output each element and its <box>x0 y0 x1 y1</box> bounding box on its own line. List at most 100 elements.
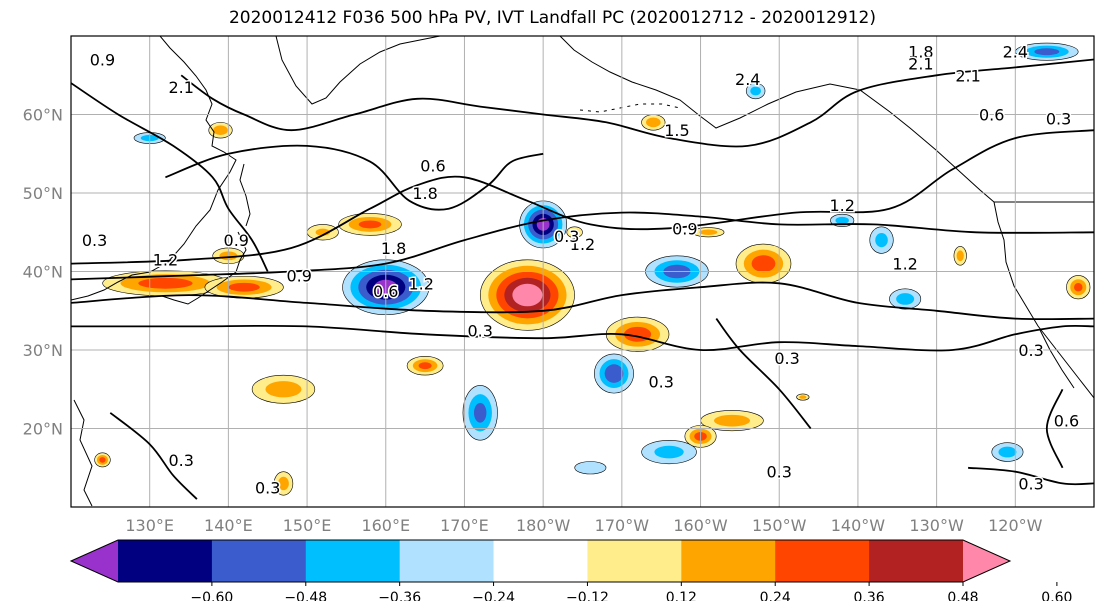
pv-contour-label: 2.1 <box>955 66 980 85</box>
pv-contour-line <box>968 466 1094 486</box>
longitude-tick-label: 130°E <box>125 516 174 535</box>
latitude-tick-label: 30°N <box>23 341 63 360</box>
pv-contour-line <box>715 318 812 430</box>
longitude-tick-label: 150°E <box>283 516 332 535</box>
ivt-anomaly-level <box>956 250 964 262</box>
pv-contour-label: 0.3 <box>1018 474 1043 493</box>
colorbar-bin <box>681 540 776 582</box>
coastline-sakhalin <box>239 163 251 227</box>
pv-contour-label: 0.6 <box>373 282 398 301</box>
pv-contour-label: 0.3 <box>767 463 792 482</box>
ivt-anomaly-level <box>228 282 260 292</box>
ivt-anomaly-level <box>646 117 661 128</box>
ivt-anomaly-level <box>213 125 228 136</box>
ivt-anomaly-level <box>265 381 302 398</box>
ivt-anomaly-blob <box>991 442 1024 462</box>
pv-contour-label: 0.9 <box>286 266 311 285</box>
longitude-tick-label: 120°W <box>988 516 1043 535</box>
ivt-anomaly-blob <box>479 259 575 331</box>
pv-contour-label: 0.3 <box>255 478 280 497</box>
coastline-philippines <box>73 399 93 507</box>
latitude-tick-label: 40°N <box>23 263 63 282</box>
longitude-tick-label: 140°E <box>204 516 253 535</box>
ivt-anomaly-blob <box>641 440 697 465</box>
pv-contour-label: 0.6 <box>420 157 445 176</box>
ivt-anomaly-blob <box>796 393 810 401</box>
coastline-baja <box>1039 329 1075 389</box>
pv-contour-label: 1.8 <box>381 239 406 258</box>
ivt-anomaly-level <box>278 476 289 491</box>
ivt-anomaly-blob <box>700 410 764 432</box>
pv-contour-line <box>71 324 1094 352</box>
pv-contour-label: 0.6 <box>979 106 1004 125</box>
colorbar-bin <box>775 540 870 582</box>
pv-contour-line <box>1045 388 1064 469</box>
pv-contour-label: 0.3 <box>467 321 492 340</box>
pv-contour-label: 2.1 <box>908 54 933 73</box>
colorbar-tick-label: −0.60 <box>190 590 233 601</box>
colorbar-bin <box>399 540 495 582</box>
longitude-tick-label: 180°W <box>516 516 571 535</box>
colorbar-bin <box>493 540 588 582</box>
pv-contour-label: 1.2 <box>892 255 917 274</box>
pv-contour-label: 0.6 <box>1054 412 1079 431</box>
ivt-anomaly-blob <box>208 122 233 139</box>
colorbar-bin <box>587 540 682 582</box>
pv-contour-line <box>71 82 269 272</box>
pv-contour-label: 1.2 <box>570 235 595 254</box>
latitude-tick-label: 50°N <box>23 184 63 203</box>
ivt-anomaly-blob <box>406 356 444 376</box>
pv-contour-label: 0.3 <box>648 372 673 391</box>
ivt-anomaly-blob <box>462 385 498 441</box>
pv-contour-label: 0.3 <box>168 451 193 470</box>
colorbar-bin <box>869 540 964 582</box>
colorbar-outline <box>69 539 1012 583</box>
ivt-anomaly-level <box>358 220 382 229</box>
ivt-anomaly-level <box>138 277 193 289</box>
colorbar-tick-label: −0.24 <box>472 590 515 601</box>
ivt-anomaly-blob <box>273 471 294 496</box>
ivt-anomaly-blob <box>641 114 666 131</box>
ivt-anomaly-blob <box>1066 275 1091 300</box>
pv-contour-label: 1.5 <box>664 121 689 140</box>
ivt-anomaly-blob <box>338 213 402 236</box>
colorbar-bin <box>211 540 307 582</box>
pv-contour-line <box>109 412 198 500</box>
colorbar-tick-label: −0.36 <box>378 590 421 601</box>
latitude-labels: 60°N 50°N 40°N 30°N 20°N <box>23 106 63 439</box>
pv-contour-label: 1.8 <box>908 43 933 62</box>
coastline-kamchatka <box>275 36 441 105</box>
longitude-tick-label: 130°W <box>909 516 964 535</box>
pv-contour-line <box>71 129 1094 265</box>
pv-contour-label: 0.9 <box>224 231 249 250</box>
ivt-anomaly-level <box>750 86 762 96</box>
ivt-anomaly-level <box>574 461 607 475</box>
longitude-tick-label: 140°W <box>831 516 886 535</box>
colorbar-tick-label: −0.12 <box>566 590 609 601</box>
pv-contour-label: 2.4 <box>735 70 760 89</box>
ivt-anomaly-blob <box>953 246 967 266</box>
ivt-anomaly-blob <box>574 461 607 475</box>
colorbar <box>69 539 1012 583</box>
pv-contour-label: 1.8 <box>412 184 437 203</box>
ivt-anomaly-level <box>998 446 1017 458</box>
colorbar-extend-high <box>963 540 1010 582</box>
longitude-tick-label: 150°W <box>752 516 807 535</box>
pv-contour-label-layer: 0.92.10.61.81.8 1.20.90.9 1.21.20.90.30.60… <box>80 41 1080 499</box>
ivt-anomaly-level <box>99 457 106 463</box>
colorbar-tick-label: 0.36 <box>854 590 885 601</box>
pv-contour-label: 0.9 <box>672 219 697 238</box>
ivt-anomaly-level <box>473 402 487 423</box>
ivt-anomaly-blob <box>566 226 583 239</box>
ivt-anomaly-level <box>604 364 624 383</box>
pv-contour-layer <box>71 58 1094 500</box>
coastline-layer <box>71 36 1094 507</box>
coastline-aleutians <box>579 103 681 113</box>
pv-contour-label: 0.3 <box>774 349 799 368</box>
ivt-anomaly-blob <box>745 82 766 100</box>
ivt-anomaly-level <box>799 395 807 399</box>
colorbar-tick-label: −0.48 <box>284 590 327 601</box>
ivt-anomaly-level <box>835 216 849 225</box>
pv-contour-label: 1.2 <box>153 251 178 270</box>
